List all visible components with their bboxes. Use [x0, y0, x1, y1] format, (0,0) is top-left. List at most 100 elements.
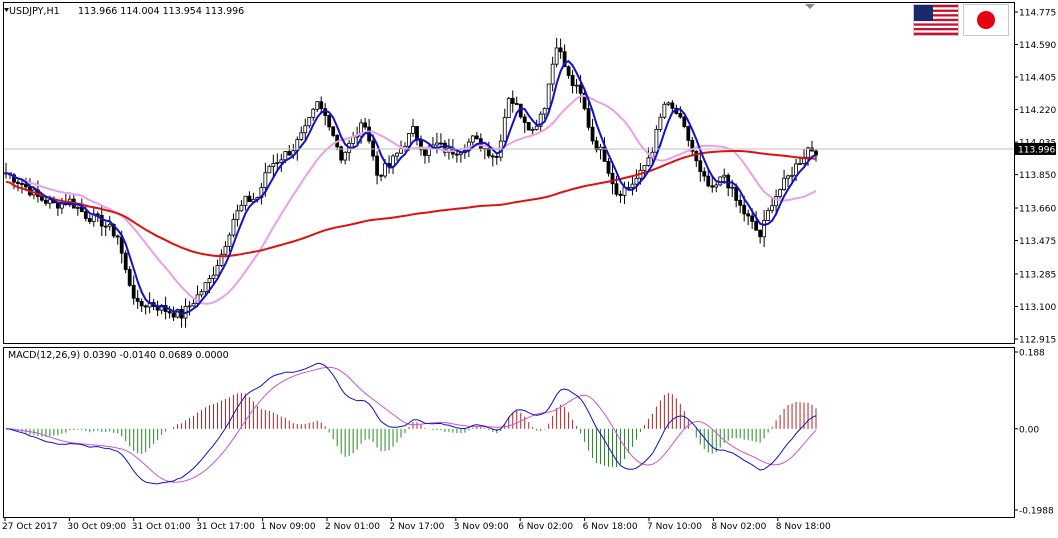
candle [710, 176, 715, 193]
candle [115, 234, 120, 245]
candle [215, 259, 220, 276]
macd-signal-line [5, 366, 817, 483]
fast-ma-line [5, 60, 817, 315]
candle [694, 150, 699, 168]
candle [706, 169, 711, 188]
y-tick-label: 114.590 [1019, 41, 1056, 51]
current-price-tag: 113.996 [1014, 142, 1056, 155]
candle [714, 182, 719, 193]
x-tick-label: 31 Oct 01:00 [132, 522, 191, 532]
candle [502, 108, 507, 143]
candle [16, 179, 20, 192]
candle [490, 153, 495, 167]
candle [770, 197, 775, 214]
x-tick-label: 8 Nov 18:00 [776, 522, 831, 532]
candle [570, 70, 575, 94]
candle [630, 175, 635, 196]
y-tick-label: 113.660 [1019, 205, 1056, 215]
japan-flag-icon [963, 4, 1009, 36]
candle [243, 195, 248, 211]
candle [550, 56, 555, 92]
candle [658, 113, 663, 133]
candle [506, 96, 511, 118]
candle [199, 289, 204, 298]
collapse-triangle-icon[interactable] [4, 8, 9, 12]
candle [247, 191, 252, 203]
candle [634, 169, 639, 193]
candle [494, 153, 499, 165]
candle [363, 118, 368, 130]
candle [758, 229, 763, 244]
candle [582, 90, 587, 111]
candle [518, 103, 523, 119]
candle [554, 37, 559, 68]
scroll-marker-icon[interactable] [805, 4, 815, 9]
candle [319, 96, 324, 115]
y-tick-label: 114.405 [1019, 74, 1056, 84]
y-tick-label: 114.220 [1019, 106, 1056, 116]
candle [538, 111, 543, 132]
macd-panel [3, 347, 1015, 518]
candle [470, 135, 475, 147]
candle [754, 211, 759, 231]
candle [566, 65, 571, 79]
candle [299, 126, 304, 142]
y-tick-label: 113.100 [1019, 303, 1056, 313]
candle [646, 147, 651, 167]
candle [315, 101, 320, 112]
candle [219, 249, 224, 268]
candle [267, 164, 272, 174]
candle [666, 101, 671, 107]
candle [239, 200, 244, 212]
candle [522, 113, 527, 134]
y-tick-label: 113.850 [1019, 171, 1056, 181]
y-tick-label: 113.475 [1019, 237, 1056, 247]
candle [107, 215, 112, 231]
candle [782, 169, 786, 192]
y-tick-label: 112.915 [1019, 336, 1056, 346]
macd-y-tick-label: 0.00 [1019, 425, 1039, 435]
candle [235, 204, 240, 227]
current-price-label: 113.996 [1018, 145, 1055, 155]
candle [510, 90, 515, 113]
candle [762, 210, 767, 248]
candle [223, 241, 228, 258]
macd-main-line [5, 362, 817, 485]
candle [303, 118, 308, 141]
candle [103, 222, 108, 237]
candle [343, 151, 348, 165]
candle [606, 158, 611, 177]
candle [786, 174, 790, 188]
candle [379, 174, 383, 182]
candle [702, 167, 707, 182]
candle [331, 126, 336, 137]
candle [411, 118, 415, 137]
candle [682, 116, 687, 129]
x-tick-label: 30 Oct 09:00 [67, 522, 126, 532]
price-panel [3, 2, 1015, 344]
candle [40, 195, 44, 202]
y-tick-label: 113.285 [1019, 270, 1056, 280]
candle [443, 139, 447, 157]
candle [375, 151, 379, 185]
us-flag-icon [913, 4, 959, 36]
candle [746, 209, 751, 226]
candle [454, 150, 459, 163]
candle [99, 206, 104, 237]
candle [618, 190, 623, 203]
candle [594, 136, 599, 153]
x-tick-label: 3 Nov 09:00 [454, 522, 509, 532]
candle [542, 107, 547, 120]
candle [686, 125, 691, 147]
candle [439, 133, 443, 146]
candle [143, 304, 148, 315]
candle [574, 78, 579, 94]
candle [774, 189, 778, 216]
candle [698, 151, 703, 182]
y-tick-label: 114.775 [1019, 9, 1056, 19]
candle [203, 282, 208, 296]
candle [662, 101, 667, 119]
candle [135, 289, 140, 309]
chart-header-symbol: USDJPY,H1 [9, 6, 60, 17]
